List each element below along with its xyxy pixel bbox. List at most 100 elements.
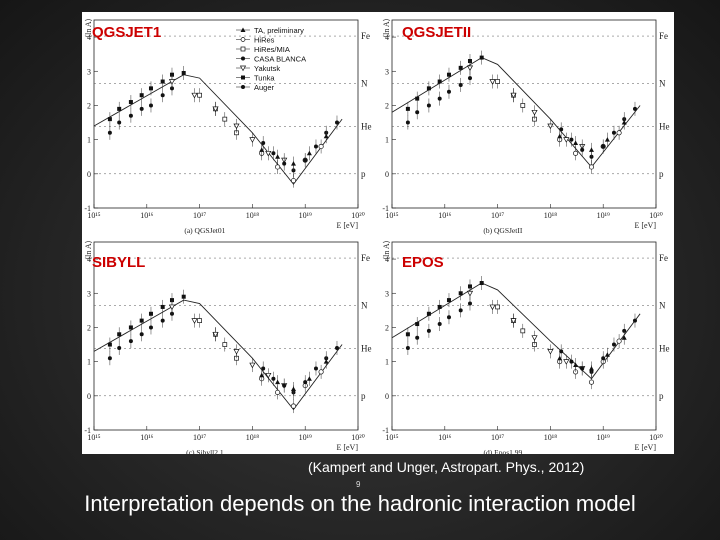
y-tick-label: 1 [87,358,91,367]
figure-panel: Fe N He p -1 0 1 2 3 4 10¹⁵ 10¹⁶ 10¹⁷ 10¹⁸ 10¹⁹ 10²⁰ E [… [82,12,674,454]
point-casa-blanca [139,106,144,111]
point-ta-preliminary [259,147,265,152]
point-casa-blanca [148,325,153,330]
point-yakutsk [168,79,176,85]
panel-caption: (d) Epos1.99 [484,448,523,454]
point-tunka [128,325,133,330]
x-tick-label: 10¹⁹ [299,211,312,220]
legend-marker [241,56,245,61]
point-tunka [426,311,431,316]
y-tick-label: 0 [385,170,389,179]
point-yakutsk [265,372,272,379]
point-tunka [479,281,484,286]
point-casa-blanca [148,103,153,108]
point-yakutsk [212,331,219,338]
point-tunka [128,100,133,105]
x-tick-label: 10¹⁹ [299,433,312,442]
point-yakutsk [249,362,256,369]
point-casa-blanca [467,301,472,306]
point-casa-blanca [405,120,410,125]
y-tick-label: -1 [84,426,91,435]
legend-label: TA, preliminary [254,26,304,35]
legend-label: Auger [254,83,275,92]
point-hires-mia [495,79,500,84]
point-ta-preliminary [557,355,563,361]
y-tick-label: 4 [87,33,91,42]
point-hires-mia [495,304,500,310]
y-tick-label: 0 [385,392,389,401]
y-tick-label: 2 [87,323,91,332]
y-tick-label: 1 [87,136,91,145]
slide-headline: Interpretation depends on the hadronic i… [84,491,636,516]
mass-label-p: p [361,169,366,179]
point-ta-preliminary [259,372,265,378]
point-tunka [446,298,451,303]
panel-title: EPOS [402,254,444,271]
point-casa-blanca [160,318,165,323]
plot-frame [93,19,359,209]
y-axis-label: ⟨ln A⟩ [84,240,93,260]
point-hires [573,150,579,156]
legend-marker [239,65,247,72]
point-yakutsk [489,304,496,311]
point-auger [282,161,287,166]
point-yakutsk [233,349,240,355]
point-yakutsk [233,123,240,130]
point-ta-preliminary [588,147,594,152]
point-yakutsk [531,335,538,341]
y-tick-label: 4 [385,255,389,264]
citation-text: (Kampert and Unger, Astropart. Phys., 20… [308,459,585,475]
legend-label: HiRes/MIA [254,45,290,54]
slide-number: 9 [356,480,361,489]
point-casa-blanca [415,335,420,340]
point-hires-mia [197,318,202,323]
point-auger [632,318,637,323]
point-tunka [107,342,112,347]
trend-line [93,74,343,185]
point-casa-blanca [160,93,165,98]
trend-line [93,299,343,411]
y-tick-label: 0 [87,170,91,179]
point-ta-preliminary [275,379,281,385]
point-ta-preliminary [573,362,579,368]
point-yakutsk [547,349,554,355]
point-yakutsk [265,150,272,157]
point-auger [271,151,276,156]
legend-label: Tunka [254,74,275,83]
y-axis-label: ⟨ln A⟩ [382,18,391,38]
legend-label: CASA BLANCA [254,55,306,64]
trend-line [391,57,641,168]
point-tunka [437,304,442,309]
point-yakutsk [191,318,198,324]
point-hires [616,130,622,136]
point-hires [616,338,622,344]
point-yakutsk [563,137,570,143]
point-tunka [446,72,451,77]
point-auger [569,359,574,364]
point-yakutsk [510,318,517,324]
y-tick-label: 3 [385,289,389,298]
point-auger [601,356,606,361]
point-ta-preliminary [573,140,579,146]
point-tunka [139,318,144,323]
legend-marker [241,75,245,80]
point-casa-blanca [426,103,431,108]
point-ta-preliminary [621,335,627,340]
point-casa-blanca [128,113,133,118]
panel-caption: (a) QGSJet01 [184,226,225,235]
point-yakutsk [510,92,517,99]
point-yakutsk [466,65,474,72]
point-auger [580,147,585,152]
trend-line [391,282,641,380]
point-casa-blanca [458,308,463,313]
point-ta-preliminary [557,133,563,139]
x-tick-label: 10¹⁹ [597,211,610,220]
y-axis-label: ⟨ln A⟩ [382,240,391,260]
x-axis-label: E [eV] [634,443,656,452]
point-tunka [107,117,112,122]
point-tunka [437,79,442,84]
point-hires [275,164,281,170]
mass-label-fe: Fe [361,31,370,41]
panel-title: QGSJETII [402,24,471,41]
